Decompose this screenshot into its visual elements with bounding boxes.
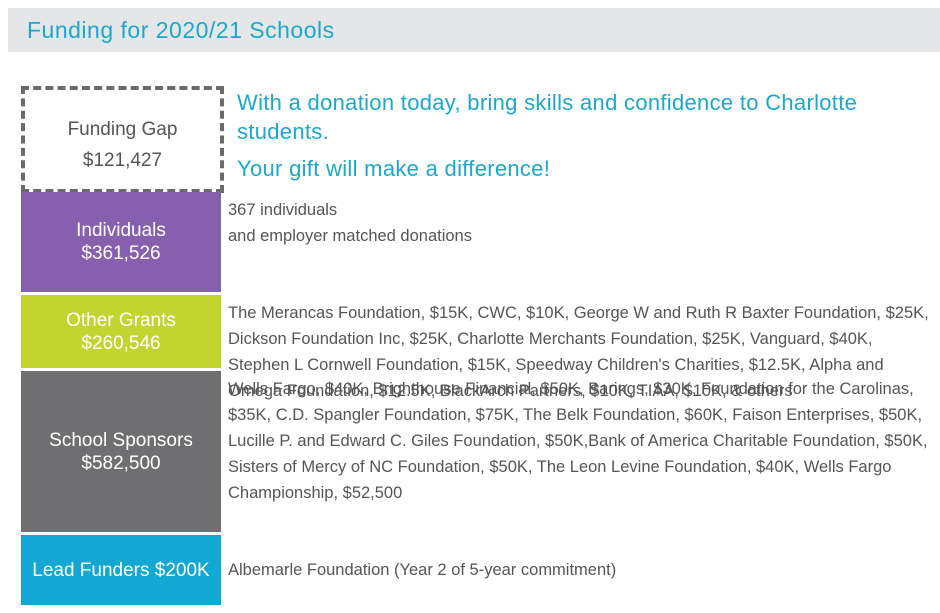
bar-label-individuals: Individuals [76,220,166,242]
bar-individuals: Individuals $361,526 [21,192,221,293]
description-line: Albemarle Foundation (Year 2 of 5-year c… [228,561,617,580]
difference-callout: Your gift will make a difference! [237,156,551,181]
description-school-sponsors: Wells Fargo, $40K, Brighthouse Financial… [228,376,938,506]
bar-amount-school-sponsors: $582,500 [81,452,161,474]
bar-school-sponsors: School Sponsors $582,500 [21,370,221,533]
description-lead-funders: Albemarle Foundation (Year 2 of 5-year c… [228,557,938,583]
description-line: 367 individuals [228,201,338,219]
funding-gap-amount: $121,427 [82,150,163,171]
funding-gap-box: Funding Gap $121,427 [21,86,224,193]
bar-label-other-grants: Other Grants [66,309,176,331]
funding-gap-label: Funding Gap [67,119,178,140]
bar-lead-funders: Lead Funders $200K [21,535,221,605]
bar-label-lead-funders: Lead Funders $200K [32,559,210,581]
page-title: Funding for 2020/21 Schools [27,17,335,43]
bar-amount-individuals: $361,526 [81,243,161,265]
bar-label-school-sponsors: School Sponsors [49,429,193,451]
bar-other-grants: Other Grants $260,546 [21,295,221,368]
description-other-grants: The Merancas Foundation, $15K, CWC, $10K… [228,300,938,404]
description-line: The Merancas Foundation, $15K, CWC, $10K… [228,304,929,401]
title-bar: Funding for 2020/21 Schools [8,8,940,52]
description-line: and employer matched donations [228,227,472,245]
donation-callout: With a donation today, bring skills and … [237,90,858,144]
bar-amount-other-grants: $260,546 [81,332,161,354]
description-individuals: 367 individuals and employer matched dona… [228,197,938,249]
description-line: Wells Fargo, $40K, Brighthouse Financial… [228,379,928,502]
